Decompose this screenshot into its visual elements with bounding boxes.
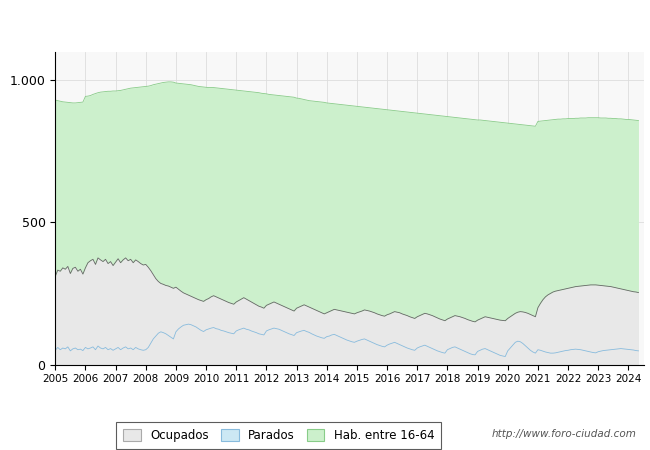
Text: Riópar - Evolucion de la poblacion en edad de Trabajar Mayo de 2024: Riópar - Evolucion de la poblacion en ed… (84, 16, 566, 31)
Text: http://www.foro-ciudad.com: http://www.foro-ciudad.com (492, 429, 637, 439)
Legend: Ocupados, Parados, Hab. entre 16-64: Ocupados, Parados, Hab. entre 16-64 (116, 422, 441, 449)
